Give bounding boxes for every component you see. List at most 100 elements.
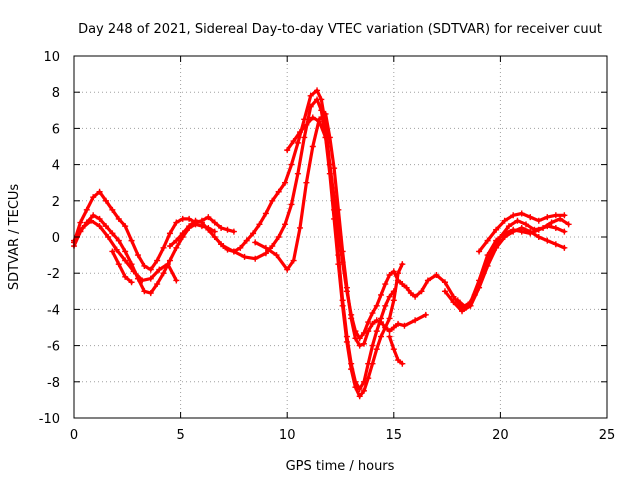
- data-point: [561, 212, 568, 219]
- data-point: [418, 288, 425, 295]
- data-point: [282, 179, 289, 186]
- data-point: [395, 320, 402, 327]
- x-tick-label: 10: [279, 428, 296, 443]
- data-point: [294, 139, 301, 146]
- data-point: [331, 165, 338, 172]
- data-point: [154, 257, 161, 264]
- data-point: [230, 228, 237, 235]
- data-point: [565, 221, 572, 228]
- data-point: [296, 224, 303, 231]
- data-point: [352, 384, 359, 391]
- data-point: [335, 226, 342, 233]
- data-point: [109, 248, 116, 255]
- data-point: [339, 259, 346, 266]
- data-point: [369, 310, 376, 317]
- data-point: [102, 223, 109, 230]
- data-point: [113, 246, 120, 253]
- data-point: [390, 297, 397, 304]
- data-point: [348, 366, 355, 373]
- data-point: [454, 297, 461, 304]
- data-point: [115, 237, 122, 244]
- data-point: [290, 257, 297, 264]
- data-point: [373, 302, 380, 309]
- data-point: [488, 248, 495, 255]
- data-point: [173, 237, 180, 244]
- data-point: [373, 346, 380, 353]
- x-tick-label: 5: [176, 428, 184, 443]
- data-point: [501, 217, 508, 224]
- data-point: [179, 215, 186, 222]
- data-point: [139, 277, 146, 284]
- data-point: [96, 223, 103, 230]
- data-point: [166, 257, 173, 264]
- data-point: [105, 234, 112, 240]
- data-point: [403, 284, 410, 291]
- data-point: [382, 302, 389, 309]
- data-point: [378, 319, 385, 326]
- data-point: [365, 375, 372, 382]
- data-point: [369, 320, 376, 327]
- data-point: [205, 226, 212, 233]
- data-point: [518, 210, 525, 217]
- data-point: [269, 243, 276, 250]
- data-point: [450, 299, 457, 306]
- data-point: [548, 219, 555, 226]
- data-point: [390, 324, 397, 331]
- data-point: [141, 288, 148, 295]
- data-point: [395, 277, 402, 284]
- data-point: [412, 293, 419, 300]
- data-point: [390, 268, 397, 275]
- series-track-11: [454, 215, 572, 311]
- data-point: [390, 346, 397, 353]
- data-point: [386, 328, 393, 335]
- data-point: [156, 266, 163, 273]
- data-point: [160, 270, 167, 277]
- data-point: [441, 288, 448, 295]
- data-point: [339, 302, 346, 309]
- data-point: [382, 281, 389, 288]
- y-tick-label: 10: [43, 50, 60, 65]
- series-track-5: [166, 87, 397, 393]
- data-point: [360, 340, 367, 347]
- data-point: [275, 188, 282, 195]
- data-point: [399, 281, 406, 288]
- series-track-12: [476, 210, 568, 255]
- data-point: [309, 114, 316, 121]
- data-point: [424, 277, 431, 284]
- data-point: [211, 228, 218, 235]
- data-point: [230, 248, 237, 255]
- data-point: [348, 311, 355, 318]
- data-point: [356, 342, 363, 349]
- data-point: [288, 201, 295, 208]
- data-point: [552, 241, 559, 248]
- series-track-10: [441, 224, 568, 315]
- series-track-2: [71, 212, 218, 297]
- series-line: [110, 249, 134, 284]
- data-point: [535, 217, 542, 224]
- series-track-3: [71, 217, 180, 284]
- data-point: [186, 223, 193, 230]
- data-point: [192, 217, 199, 224]
- data-point: [211, 219, 218, 226]
- data-point: [241, 253, 248, 260]
- data-point: [561, 244, 568, 251]
- data-point: [309, 143, 316, 150]
- data-point: [173, 277, 180, 284]
- data-point: [90, 212, 97, 219]
- data-point: [399, 261, 406, 268]
- data-point: [301, 134, 308, 141]
- data-point: [407, 290, 414, 297]
- data-point: [463, 304, 470, 311]
- data-point: [115, 261, 122, 268]
- data-point: [96, 215, 103, 222]
- data-point: [262, 250, 269, 257]
- data-point: [275, 234, 282, 240]
- data-point: [122, 223, 129, 230]
- data-point: [220, 243, 227, 250]
- data-point: [252, 239, 259, 246]
- data-point: [166, 243, 173, 250]
- data-point: [480, 270, 487, 277]
- x-tick-label: 25: [599, 428, 616, 443]
- data-point: [284, 266, 291, 273]
